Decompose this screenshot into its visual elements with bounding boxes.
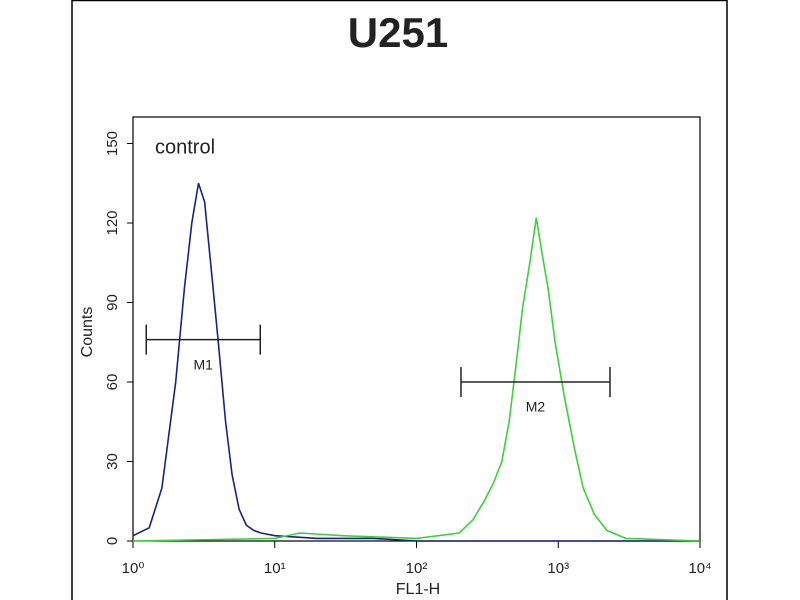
chart-title: U251	[348, 9, 448, 56]
marker-label: M2	[526, 399, 546, 415]
x-tick-label: 10³	[547, 560, 569, 577]
plot-area	[132, 116, 701, 542]
x-axis-label: FL1-H	[396, 581, 440, 598]
x-tick-label: 10⁴	[688, 560, 711, 577]
y-tick-label: 30	[104, 453, 121, 470]
x-tick-label: 10¹	[264, 560, 286, 577]
y-tick-label: 60	[104, 374, 121, 391]
histogram-line	[132, 183, 700, 542]
frame	[71, 0, 728, 600]
histogram-line	[132, 217, 701, 542]
marker-label: M1	[194, 356, 214, 372]
y-tick-label: 120	[104, 210, 121, 235]
x-tick-label: 10⁰	[122, 560, 145, 577]
y-tick-label: 90	[104, 294, 121, 311]
y-tick-label: 150	[104, 131, 121, 156]
y-tick-label: 0	[104, 537, 121, 545]
x-tick-label: 10²	[406, 560, 428, 577]
y-axis-label: Counts	[79, 307, 96, 358]
annotation: control	[155, 136, 215, 158]
